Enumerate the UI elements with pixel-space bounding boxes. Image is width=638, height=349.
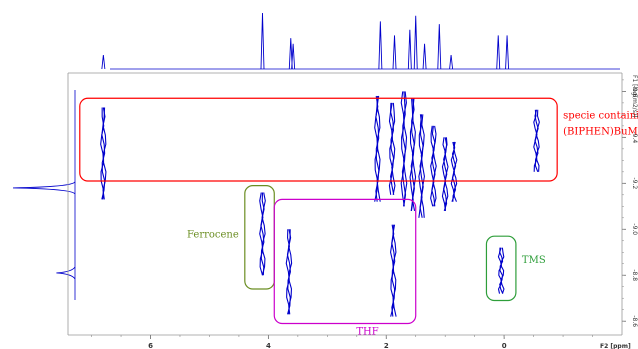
cross-peak-contour	[288, 229, 293, 315]
x-tick-label: 0	[502, 342, 507, 349]
top-spectrum-peak	[437, 24, 442, 70]
cross-peak	[441, 137, 449, 212]
cross-peak-contour	[260, 192, 265, 276]
top-spectrum-peak	[449, 54, 454, 70]
cross-peak-contour	[259, 192, 264, 276]
cross-peak	[259, 192, 266, 276]
cross-peak-contour	[102, 107, 107, 200]
x-tick-label: 4	[266, 342, 271, 349]
cross-peak-contour	[392, 224, 397, 317]
cross-peak	[100, 107, 107, 200]
cross-peak	[409, 98, 417, 211]
top-spectrum-peak	[413, 15, 418, 70]
top-spectrum-peak	[291, 43, 296, 70]
top-spectrum-peak	[505, 35, 510, 70]
cross-peak	[388, 102, 396, 195]
top-spectrum-peak	[496, 35, 501, 70]
cross-peak-contour	[535, 109, 540, 172]
annotation-label: specie containing	[563, 110, 638, 121]
top-spectrum-peak	[407, 29, 412, 70]
top-spectrum-peak	[392, 35, 397, 70]
x-tick-label: 6	[148, 342, 153, 349]
left-1d-projection	[12, 90, 76, 300]
top-spectrum-peak	[288, 38, 293, 70]
cross-peaks	[100, 91, 540, 317]
cross-peak	[430, 125, 437, 207]
left-projection-peak	[12, 181, 76, 195]
cross-peak	[418, 114, 425, 218]
top-spectrum-peak	[378, 21, 383, 70]
cross-peak-contour	[390, 102, 395, 195]
top-spectrum-peak	[422, 43, 427, 70]
x-axis: 6 4 2 0 F2 [ppm]	[91, 335, 631, 349]
y-tick-label: -8.6	[631, 315, 638, 327]
y-tick-label: -9.4	[631, 131, 638, 143]
annotation-box	[485, 235, 517, 302]
cross-peak-contour	[411, 98, 417, 211]
cross-peak-contour	[499, 247, 504, 294]
cross-peak	[450, 141, 458, 202]
annotation-label: (BIPHEN)BuMgLi	[563, 126, 638, 137]
cross-peak-contour	[441, 137, 447, 211]
cross-peak	[285, 229, 293, 315]
cross-peak-contour	[534, 109, 539, 173]
cross-peak-contour	[403, 91, 408, 207]
cross-peak-contour	[432, 125, 437, 207]
cross-peak-contour	[261, 192, 266, 276]
top-1d-spectrum	[101, 12, 620, 70]
annotations: specie containing (BIPHEN)BuMgLi Ferrocene…	[79, 97, 638, 338]
x-tick-label: 2	[384, 342, 389, 349]
annotation-label: THF	[356, 327, 378, 338]
y-axis-label: F1 [log(m2/s)]	[631, 75, 638, 118]
y-axis: -9.6 -9.4 -9.2 -9.0 -8.8 -8.6 F1 [log(m2/s)]	[622, 75, 638, 327]
cross-peak-contour	[420, 114, 425, 218]
cross-peak	[533, 109, 540, 173]
annotation-box	[79, 97, 558, 182]
top-spectrum-peak	[101, 54, 106, 70]
cross-peak-contour	[391, 102, 396, 195]
cross-peak-contour	[430, 125, 435, 207]
cross-peak-contour	[500, 247, 505, 294]
plot-frame	[67, 72, 623, 336]
annotation-box	[273, 198, 417, 325]
cross-peak-contour	[453, 141, 458, 202]
cross-peak-contour	[444, 137, 449, 211]
cross-peak-contour	[400, 91, 405, 207]
top-spectrum-peak	[260, 12, 265, 70]
cross-peak-contour	[431, 125, 436, 207]
annotation-label: TMS	[522, 255, 546, 266]
y-tick-label: -9.6	[631, 86, 638, 98]
cross-peak	[374, 95, 381, 202]
annotation-label: Ferrocene	[187, 230, 239, 241]
cross-peak	[400, 91, 408, 207]
cross-peak	[390, 224, 397, 317]
y-tick-label: -9.0	[631, 223, 638, 235]
cross-peak-contour	[376, 95, 381, 202]
y-tick-label: -8.8	[631, 269, 638, 281]
cross-peak	[497, 247, 505, 294]
y-tick-label: -9.2	[631, 177, 638, 189]
cross-peak-contour	[419, 114, 424, 218]
x-axis-label: F2 [ppm]	[600, 343, 631, 349]
left-projection-peak	[56, 266, 76, 280]
